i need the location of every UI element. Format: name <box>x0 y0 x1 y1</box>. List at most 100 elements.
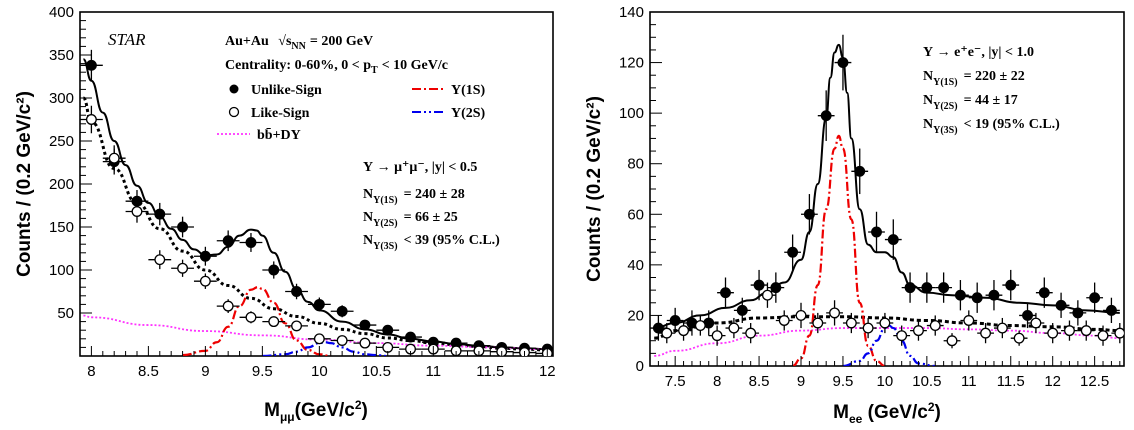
like-sign-point <box>1064 325 1075 337</box>
curve-total-fit <box>654 43 1120 330</box>
like-sign-point <box>313 333 325 345</box>
like-sign-point <box>946 335 958 347</box>
like-sign-point <box>762 289 773 301</box>
unlike-sign-point <box>85 59 97 71</box>
x-tick-label: 11.5 <box>476 363 504 380</box>
like-sign-point <box>336 335 348 346</box>
unlike-sign-point <box>753 279 765 291</box>
unlike-sign-point <box>787 246 799 258</box>
unlike-sign-point <box>971 292 983 304</box>
centrality-label: Centrality: 0-60%, 0 < pT < 10 GeV/c <box>225 58 448 76</box>
legend-bb-label: bb̄+DY <box>257 127 301 143</box>
x-tick-label: 10 <box>311 363 328 380</box>
unlike-sign-point <box>720 287 731 299</box>
y-tick-label: 200 <box>49 176 74 193</box>
unlike-sign-point <box>268 264 280 276</box>
curve-total-fit <box>82 58 548 351</box>
x-tick-label: 10 <box>877 373 894 390</box>
unlike-sign-point <box>820 110 832 122</box>
yield-label: NΥ(2S) = 66 ± 25 <box>363 210 458 229</box>
unlike-sign-point <box>770 282 782 294</box>
y-tick-label: 20 <box>627 307 644 324</box>
legend-y1s-label: Υ(1S) <box>451 83 486 98</box>
like-sign-point <box>980 327 992 339</box>
unlike-sign-point <box>669 315 681 326</box>
y-tick-label: 300 <box>49 90 74 107</box>
like-sign-point <box>812 317 824 329</box>
legend-like-marker <box>228 106 240 118</box>
unlike-sign-point <box>921 282 933 294</box>
unlike-sign-point <box>1038 287 1050 299</box>
left-y-axis-label: Counts / (0.2 GeV/c²) <box>14 91 35 277</box>
legend-unlike-label: Unlike-Sign <box>251 83 322 98</box>
left-x-axis-label: Mμμ(GeV/c2) <box>264 398 368 424</box>
unlike-sign-point <box>887 234 899 246</box>
unlike-sign-point <box>382 324 394 336</box>
y-tick-label: 150 <box>49 219 74 236</box>
y-tick-label: 140 <box>619 4 644 21</box>
unlike-sign-point <box>938 282 950 294</box>
like-sign-point <box>1030 317 1042 329</box>
legend-like-label: Like-Sign <box>251 106 310 121</box>
x-tick-label: 10.5 <box>362 363 391 380</box>
x-tick-label: 9.5 <box>252 363 273 380</box>
like-sign-point <box>996 322 1008 334</box>
like-sign-point <box>222 300 234 312</box>
like-sign-point <box>359 337 371 349</box>
x-tick-label: 11 <box>426 363 442 380</box>
like-sign-point <box>291 320 303 332</box>
x-tick-label: 7.5 <box>665 373 686 390</box>
x-tick-label: 12.5 <box>1080 373 1109 390</box>
unlike-sign-point <box>291 286 303 297</box>
like-sign-point <box>896 330 908 342</box>
y-tick-label: 40 <box>627 257 644 274</box>
x-tick-label: 9 <box>201 363 209 380</box>
yield-label: NΥ(3S) < 39 (95% C.L.) <box>363 233 500 252</box>
like-sign-point <box>661 327 673 339</box>
unlike-sign-point <box>904 282 916 294</box>
unlike-sign-point <box>1005 279 1017 291</box>
like-sign-point <box>913 325 924 337</box>
unlike-sign-point <box>1022 309 1033 321</box>
unlike-sign-point <box>1089 292 1101 304</box>
left-panel: 8 8.5 9 9.5 10 10.5 11 11.5 12 50 100 150 200 250 300 3… <box>14 4 556 424</box>
y-tick-label: 350 <box>49 47 74 64</box>
collision-label: Au+Au √sNN = 200 GeV <box>225 34 373 52</box>
like-sign-point <box>108 152 120 164</box>
like-sign-point <box>1013 332 1025 344</box>
x-tick-label: 8 <box>87 363 95 380</box>
x-tick-label: 11 <box>961 373 977 390</box>
like-sign-point <box>678 325 690 337</box>
like-sign-point <box>795 309 807 321</box>
x-tick-label: 9 <box>797 373 805 390</box>
x-tick-label: 8.5 <box>138 363 159 380</box>
like-sign-point <box>1047 327 1059 339</box>
like-sign-point <box>745 327 757 339</box>
unlike-sign-point <box>837 57 849 69</box>
unlike-sign-point <box>313 298 325 310</box>
unlike-sign-point <box>177 221 189 233</box>
curve--2s- <box>262 341 388 356</box>
unlike-sign-point <box>154 208 166 220</box>
x-tick-label: 8 <box>713 373 721 390</box>
right-decay-label: Υ → e⁺e⁻, |y| < 1.0 <box>923 45 1034 60</box>
unlike-sign-point <box>1072 307 1084 319</box>
curve--1s- <box>182 286 331 356</box>
y-tick-label: 400 <box>49 4 74 21</box>
curve-bb-dy-like-sign-background <box>81 96 548 352</box>
like-sign-point <box>929 320 941 331</box>
x-tick-label: 8.5 <box>749 373 770 390</box>
yield-label: NΥ(3S) < 19 (95% C.L.) <box>923 117 1060 136</box>
unlike-sign-point <box>405 331 416 343</box>
x-tick-label: 12 <box>1044 373 1061 390</box>
like-sign-point <box>862 322 874 334</box>
like-sign-point <box>131 206 143 217</box>
unlike-sign-point <box>359 319 371 331</box>
like-sign-point <box>963 315 975 326</box>
x-tick-label: 10.5 <box>912 373 941 390</box>
unlike-sign-point <box>954 289 966 301</box>
unlike-sign-point <box>1105 304 1117 316</box>
like-sign-point <box>154 254 166 266</box>
like-sign-point <box>845 317 857 329</box>
y-tick-label: 50 <box>57 305 74 322</box>
